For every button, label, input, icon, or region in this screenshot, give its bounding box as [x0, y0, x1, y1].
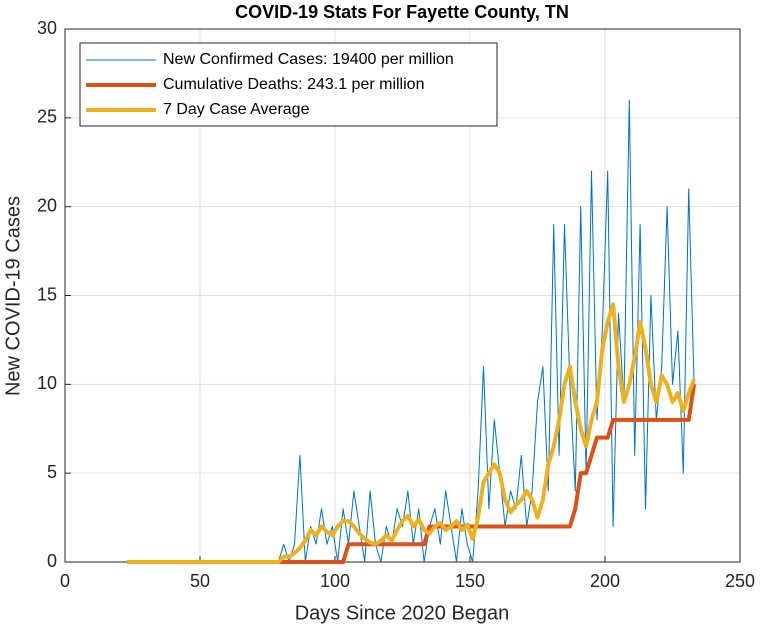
series-line [127, 302, 696, 564]
y-tick-label: 20 [37, 195, 57, 215]
x-tick-label: 150 [455, 571, 485, 591]
chart-title: COVID-19 Stats For Fayette County, TN [235, 2, 569, 22]
y-tick-label: 15 [37, 284, 57, 304]
x-tick-label: 50 [190, 571, 210, 591]
x-tick-label: 100 [320, 571, 350, 591]
y-tick-label: 30 [37, 18, 57, 38]
y-tick-label: 0 [47, 551, 57, 571]
y-tick-label: 10 [37, 373, 57, 393]
legend-label: 7 Day Case Average [163, 101, 310, 118]
axes-box [64, 28, 741, 563]
legend-label: Cumulative Deaths: 243.1 per million [163, 76, 424, 93]
y-axis-label: New COVID-19 Cases [2, 196, 24, 396]
x-tick-label: 250 [725, 571, 755, 591]
x-tick-label: 200 [590, 571, 620, 591]
x-tick-label: 0 [60, 571, 70, 591]
x-axis-label: Days Since 2020 Began [295, 602, 510, 624]
y-tick-label: 5 [47, 462, 57, 482]
legend-label: New Confirmed Cases: 19400 per million [163, 51, 454, 68]
y-tick-label: 25 [37, 107, 57, 127]
